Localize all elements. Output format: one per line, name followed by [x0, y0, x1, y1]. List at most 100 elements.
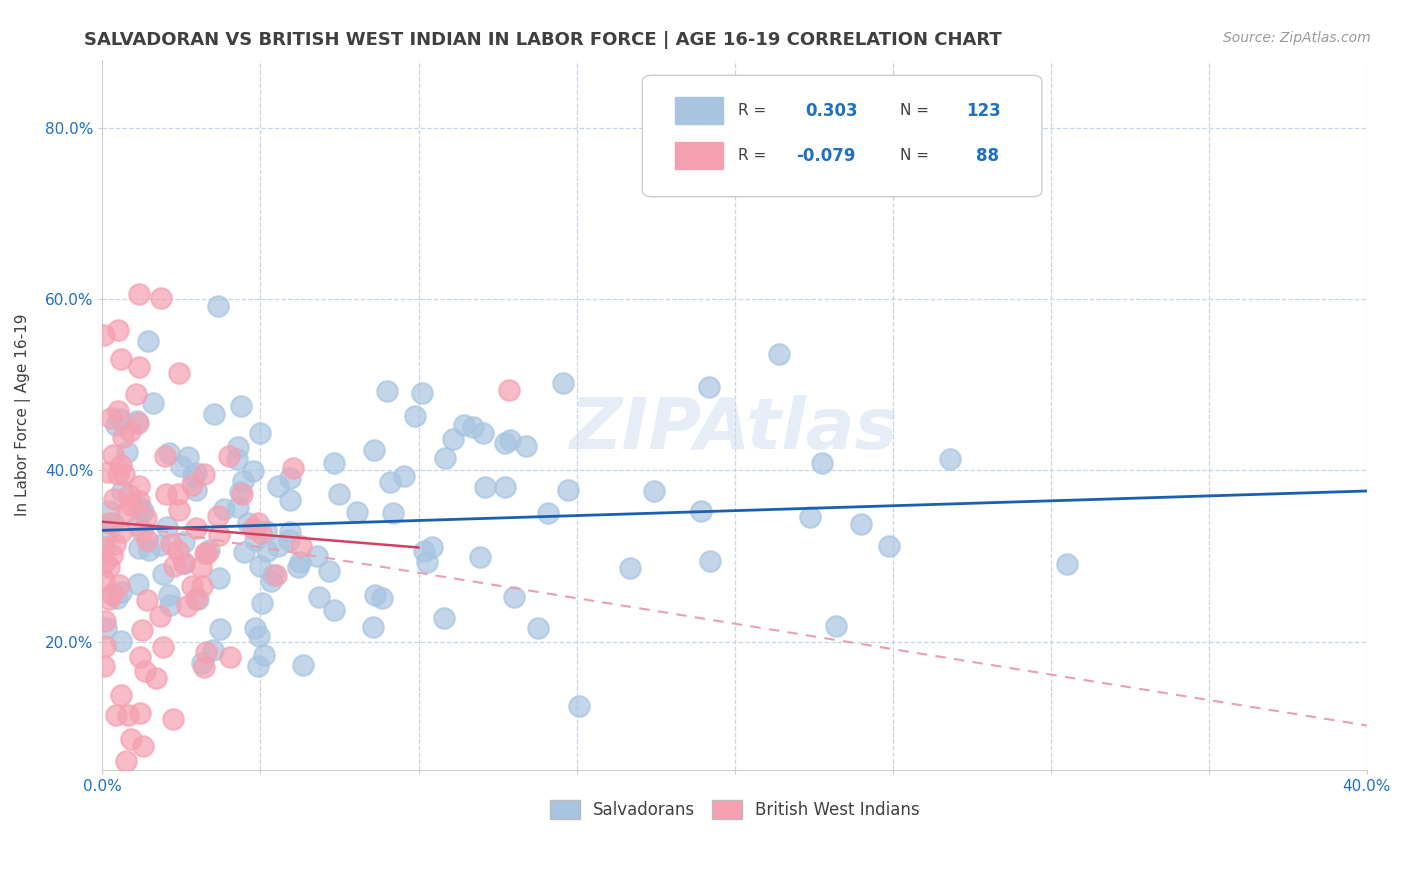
- Point: [253, 648, 276, 663]
- Text: 0.303: 0.303: [806, 102, 858, 120]
- Point: [127, 416, 149, 430]
- Point: [159, 599, 181, 613]
- Point: [186, 521, 208, 535]
- Point: [877, 539, 900, 553]
- Point: [194, 546, 217, 560]
- Point: [392, 468, 415, 483]
- Point: [238, 516, 260, 530]
- Point: [307, 549, 329, 563]
- Point: [453, 418, 475, 433]
- Point: [115, 445, 138, 459]
- Point: [202, 407, 225, 421]
- Point: [267, 539, 290, 553]
- Point: [93, 555, 115, 569]
- Point: [290, 539, 312, 553]
- Point: [328, 487, 350, 501]
- Point: [107, 467, 129, 482]
- Point: [110, 633, 132, 648]
- Point: [120, 424, 142, 438]
- Point: [127, 414, 149, 428]
- Text: -0.079: -0.079: [797, 146, 856, 164]
- Point: [181, 478, 204, 492]
- Point: [97, 503, 120, 517]
- Point: [420, 540, 443, 554]
- Point: [155, 487, 177, 501]
- Point: [138, 543, 160, 558]
- Point: [128, 494, 150, 508]
- Point: [568, 698, 591, 713]
- Point: [416, 555, 439, 569]
- Point: [474, 480, 496, 494]
- Point: [404, 409, 426, 423]
- Point: [226, 440, 249, 454]
- Point: [101, 448, 124, 462]
- Point: [110, 352, 132, 367]
- Point: [209, 622, 232, 636]
- Text: R =: R =: [738, 103, 766, 119]
- Point: [128, 359, 150, 374]
- Point: [412, 544, 434, 558]
- Point: [142, 396, 165, 410]
- Point: [173, 556, 195, 570]
- Point: [250, 596, 273, 610]
- Point: [136, 592, 159, 607]
- Point: [378, 475, 401, 489]
- Point: [125, 386, 148, 401]
- Point: [503, 591, 526, 605]
- Point: [308, 590, 330, 604]
- Point: [375, 384, 398, 398]
- Point: [110, 688, 132, 702]
- Point: [619, 561, 641, 575]
- Point: [103, 491, 125, 506]
- Point: [129, 706, 152, 720]
- Point: [323, 457, 346, 471]
- FancyBboxPatch shape: [643, 75, 1042, 197]
- Point: [111, 483, 134, 498]
- Text: N =: N =: [900, 148, 929, 163]
- Point: [94, 530, 117, 544]
- Point: [323, 602, 346, 616]
- Point: [93, 540, 115, 554]
- Point: [94, 639, 117, 653]
- Point: [231, 486, 253, 500]
- Point: [212, 501, 235, 516]
- Point: [128, 286, 150, 301]
- Point: [287, 560, 309, 574]
- Point: [101, 587, 124, 601]
- Point: [94, 621, 117, 635]
- Point: [100, 410, 122, 425]
- Point: [107, 322, 129, 336]
- Point: [939, 451, 962, 466]
- Point: [557, 483, 579, 498]
- Point: [461, 419, 484, 434]
- Point: [157, 588, 180, 602]
- Y-axis label: In Labor Force | Age 16-19: In Labor Force | Age 16-19: [15, 314, 31, 516]
- Point: [363, 620, 385, 634]
- Point: [229, 485, 252, 500]
- Point: [264, 568, 287, 582]
- Point: [152, 640, 174, 654]
- Text: 88: 88: [976, 146, 1000, 164]
- Point: [167, 502, 190, 516]
- Text: 123: 123: [966, 102, 1001, 120]
- Point: [104, 537, 127, 551]
- Point: [108, 578, 131, 592]
- Point: [193, 467, 215, 482]
- Text: N =: N =: [900, 103, 929, 119]
- Point: [690, 504, 713, 518]
- Point: [643, 484, 665, 499]
- Point: [381, 506, 404, 520]
- Point: [207, 299, 229, 313]
- Point: [232, 474, 254, 488]
- Point: [131, 504, 153, 518]
- Point: [249, 425, 271, 440]
- Point: [433, 450, 456, 465]
- Point: [411, 386, 433, 401]
- Point: [825, 619, 848, 633]
- Point: [191, 579, 214, 593]
- Point: [551, 376, 574, 391]
- Point: [254, 524, 277, 538]
- Point: [278, 471, 301, 485]
- Point: [153, 449, 176, 463]
- Point: [526, 621, 548, 635]
